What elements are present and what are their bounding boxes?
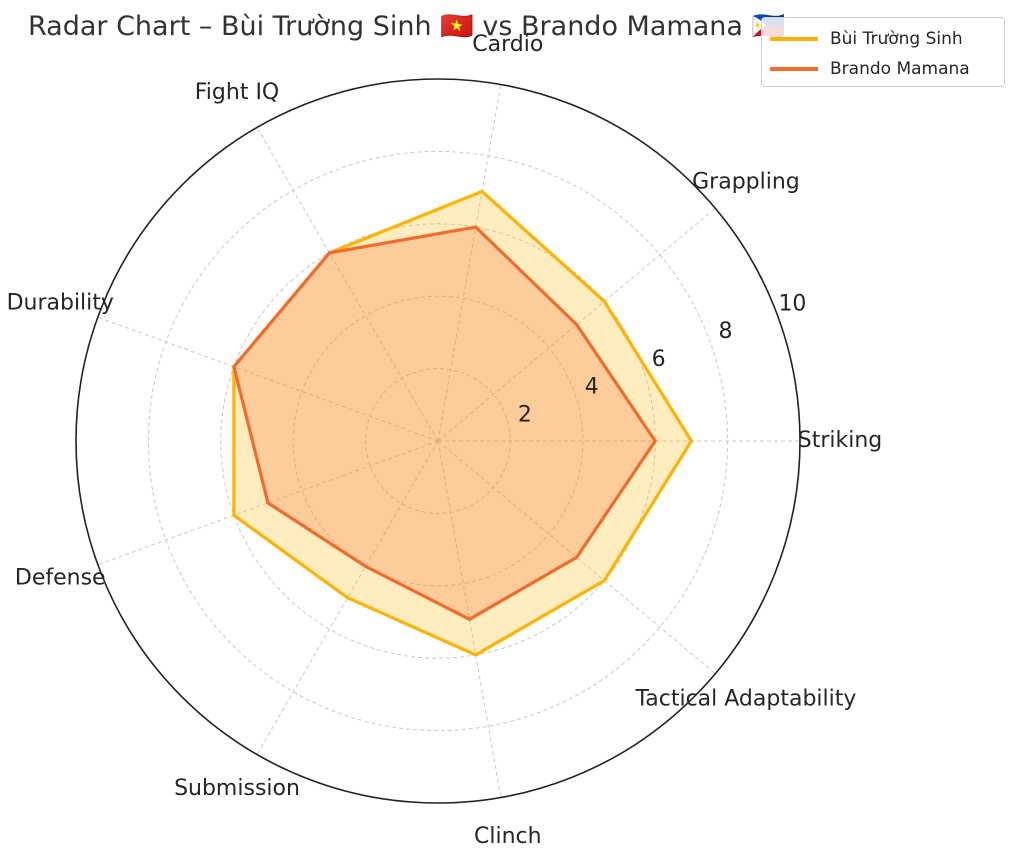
outer-frame xyxy=(75,78,801,804)
grid-spoke-3 xyxy=(437,84,502,442)
legend-label-series-1: Bùi Trường Sinh xyxy=(830,29,963,49)
radial-tick-label-8: 8 xyxy=(719,319,733,344)
grid-spoke-4 xyxy=(256,127,439,442)
axis-label-1: Striking xyxy=(798,428,883,453)
axis-label-8: Clinch xyxy=(474,824,542,849)
grid-spoke-7 xyxy=(256,440,439,755)
grid-spoke-6 xyxy=(97,440,439,566)
legend-swatch-series-2 xyxy=(770,67,818,71)
series-line-1 xyxy=(232,189,694,657)
chart-legend: Bùi Trường Sinh Brando Mamana xyxy=(761,17,1005,87)
radial-tick-label-6: 6 xyxy=(652,347,666,372)
grid-spoke-8 xyxy=(437,440,502,798)
radial-tick-label-2: 2 xyxy=(518,402,532,427)
series-area-1 xyxy=(233,191,692,655)
radial-tick-label-10: 10 xyxy=(778,291,806,316)
radial-tick-label-4: 4 xyxy=(585,375,599,400)
axis-label-5: Durability xyxy=(7,291,114,316)
grid-ring-4 xyxy=(292,295,584,587)
chart-title: Radar Chart – Bùi Trường Sinh 🇻🇳 vs Bran… xyxy=(28,11,786,42)
legend-swatch-series-1 xyxy=(770,37,818,41)
axis-label-9: Tactical Adaptability xyxy=(634,686,856,711)
series-area-2 xyxy=(233,227,656,620)
axis-label-2: Grappling xyxy=(692,170,800,195)
legend-item-series-1: Bùi Trường Sinh xyxy=(770,26,963,52)
axis-label-7: Submission xyxy=(174,776,300,801)
axis-label-6: Defense xyxy=(15,565,106,590)
legend-item-series-2: Brando Mamana xyxy=(770,56,970,82)
radar-series xyxy=(232,189,694,657)
grid-spoke-9 xyxy=(437,440,716,675)
grid-spoke-2 xyxy=(437,207,716,442)
axis-label-4: Fight IQ xyxy=(195,80,280,105)
grid-spoke-5 xyxy=(97,316,439,442)
series-line-2 xyxy=(232,225,658,622)
radar-labels: 2 4 6 8 10 Striking Grappling Cardio Fight IQ Dur… xyxy=(7,32,883,849)
legend-label-series-2: Brando Mamana xyxy=(830,59,970,79)
axis-label-3: Cardio xyxy=(472,32,543,57)
